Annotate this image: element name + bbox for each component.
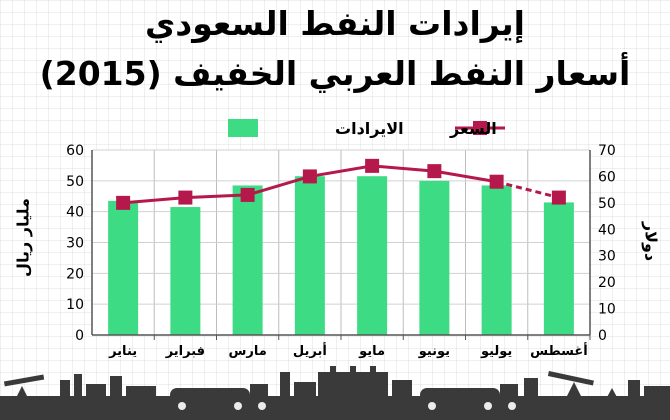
skyline-group	[0, 366, 670, 420]
price-point-7	[489, 174, 504, 189]
y-tick-right: 40	[598, 222, 616, 238]
y-tick-right: 30	[598, 249, 616, 265]
y-tick-left: 30	[66, 236, 84, 252]
legend-revenue-swatch	[228, 119, 258, 137]
chart-title: إيرادات النفط السعودي	[145, 4, 525, 43]
y-tick-right: 20	[598, 275, 616, 291]
price-point-8	[551, 190, 566, 205]
y-tick-left: 50	[66, 174, 84, 190]
bar-revenue-3	[232, 185, 263, 335]
x-tick-label: مايو	[358, 344, 385, 359]
price-point-4	[302, 169, 317, 184]
chart-subtitle: أسعار النفط العربي الخفيف (2015)	[39, 54, 631, 93]
legend-revenue-label: الايرادات	[335, 119, 404, 138]
combo-chart: 0 10 20 30 40 50 60 0 10 20 30 40 50 60 70 يناير فبراير م…	[66, 119, 616, 359]
bar-revenue-8	[543, 202, 574, 335]
x-tick-label: يوليو	[480, 344, 512, 359]
x-tick-label: أغسطس	[530, 342, 588, 359]
legend-price-marker	[473, 121, 487, 135]
bar-revenue-2	[170, 207, 201, 335]
y-axis-left-label: مليار ريال	[13, 198, 33, 277]
price-point-6	[427, 164, 442, 179]
bar-revenue-5	[357, 176, 388, 335]
y-tick-left: 0	[75, 328, 84, 344]
x-tick-label: يناير	[108, 344, 137, 359]
bar-revenue-4	[294, 176, 325, 335]
x-tick-label: يونيو	[418, 344, 450, 359]
x-tick-label: مارس	[228, 344, 266, 359]
y-tick-left: 60	[66, 143, 84, 159]
y-tick-right: 0	[598, 328, 607, 344]
y-tick-right: 60	[598, 169, 616, 185]
price-point-3	[240, 187, 255, 202]
y-tick-right: 10	[598, 302, 616, 318]
y-tick-right: 50	[598, 196, 616, 212]
bar-revenue-6	[419, 180, 450, 335]
y-tick-right: 70	[598, 143, 616, 159]
price-point-1	[116, 195, 131, 210]
price-line-dashed-segment	[496, 180, 560, 200]
price-point-5	[365, 158, 380, 173]
y-tick-left: 20	[66, 266, 84, 282]
bar-revenue-1	[108, 200, 139, 335]
x-tick-label: أبريل	[293, 342, 327, 359]
y-axis-right-label: دولار	[641, 221, 661, 262]
y-tick-left: 40	[66, 205, 84, 221]
x-tick-label: فبراير	[165, 344, 205, 359]
bar-revenue-7	[481, 185, 512, 335]
price-point-2	[178, 190, 193, 205]
y-tick-left: 10	[66, 297, 84, 313]
legend-price-label: السعر	[449, 119, 497, 138]
industrial-skyline-illustration	[0, 366, 670, 420]
